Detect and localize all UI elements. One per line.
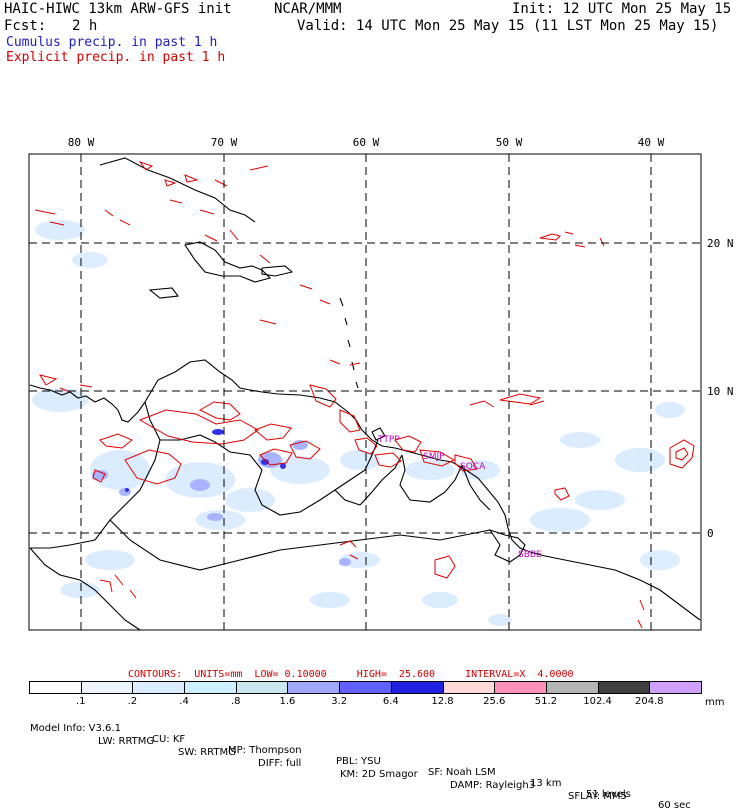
footer-item: DAMP: Rayleigh3 xyxy=(450,780,536,791)
lon-label: 70 W xyxy=(211,136,238,149)
colorbar-swatch xyxy=(649,681,702,694)
station-label: SMJP xyxy=(423,452,445,462)
footer-item: LW: RRTMG xyxy=(98,736,155,747)
lon-label: 50 W xyxy=(496,136,523,149)
colorbar-label: 51.2 xyxy=(534,696,558,707)
colorbar-label: 204.8 xyxy=(634,696,664,707)
precip-map: 80 W 70 W 60 W 50 W 40 W 20 N 10 N 0 TTP… xyxy=(28,136,734,631)
init-time: Init: 12 UTC Mon 25 May 15 xyxy=(512,1,732,17)
org-label: NCAR/MMM xyxy=(274,1,342,17)
lat-label: 10 N xyxy=(707,385,734,398)
colorbar-swatch xyxy=(235,681,289,694)
colorbar-unit: mm xyxy=(705,697,725,708)
colorbar-swatch xyxy=(442,681,496,694)
footer-line1: Model Info: V3.6.1 CU: KF MP: Thompson P… xyxy=(30,712,691,811)
colorbar-label: 25.6 xyxy=(483,696,506,707)
lat-label: 0 xyxy=(707,527,714,540)
colorbar-label: 1.6 xyxy=(279,696,296,707)
light-precip-shading xyxy=(32,220,685,626)
heavy-precip-shading xyxy=(125,429,286,492)
lat-label: 20 N xyxy=(707,237,734,250)
lon-label: 40 W xyxy=(638,136,665,149)
station-label: SBBE xyxy=(518,550,542,560)
legend-explicit: Explicit precip. in past 1 h xyxy=(6,50,226,65)
footer-item: SW: RRTMG xyxy=(178,747,236,758)
footer-item: 60 sec xyxy=(658,800,691,811)
colorbar-swatch xyxy=(184,681,237,694)
footer-item: DIFF: full xyxy=(258,758,302,769)
footer-item: PBL: YSU xyxy=(336,756,381,767)
footer-item: SF: Noah LSM xyxy=(428,767,496,778)
colorbar-label: 12.8 xyxy=(431,696,454,707)
colorbar-label: .1 xyxy=(75,696,86,707)
station-label: SOCA xyxy=(460,462,486,472)
fcst-label: Fcst: xyxy=(4,18,47,34)
colorbar-label: 6.4 xyxy=(382,696,399,707)
colorbar-swatch xyxy=(132,681,186,694)
coastlines xyxy=(29,157,701,631)
map-frame xyxy=(28,153,702,631)
station-label: TTPP xyxy=(377,435,400,445)
colorbar-swatch xyxy=(29,681,82,694)
colorbar-swatch xyxy=(287,681,341,694)
footer-item: SFLAY: MM5 xyxy=(568,791,627,802)
model-title: HAIC-HIWC 13km ARW-GFS init xyxy=(4,1,232,17)
footer-line2: LW: RRTMG SW: RRTMG DIFF: full KM: 2D Sm… xyxy=(98,725,627,802)
footer-item: KM: 2D Smagor xyxy=(340,769,418,780)
footer-item: MP: Thompson xyxy=(228,745,302,756)
explicit-precip-contours xyxy=(34,161,695,629)
valid-time: Valid: 14 UTC Mon 25 May 15 (11 LST Mon … xyxy=(297,18,719,34)
lon-label: 60 W xyxy=(353,136,380,149)
legend-cumulus: Cumulus precip. in past 1 h xyxy=(6,35,218,50)
lat-lon-grid xyxy=(29,154,701,630)
colorbar-swatch xyxy=(339,681,392,694)
colorbar-label: .8 xyxy=(230,696,241,707)
colorbar-label: .4 xyxy=(179,696,189,707)
lon-label: 80 W xyxy=(68,136,95,149)
colorbar-label: .2 xyxy=(127,696,138,707)
colorbar-swatch xyxy=(80,681,134,694)
contours-info: CONTOURS: UNITS=mm LOW= 0.10000 HIGH= 25… xyxy=(128,669,574,680)
fcst-value: 2 h xyxy=(72,18,98,34)
colorbar-swatch xyxy=(545,681,599,694)
colorbar-swatch xyxy=(390,681,444,694)
footer-item: Model Info: V3.6.1 xyxy=(30,723,121,734)
colorbar-swatch xyxy=(597,681,651,694)
colorbar-swatch xyxy=(494,681,547,694)
colorbar-label: 102.4 xyxy=(583,696,612,707)
colorbar-label: 3.2 xyxy=(331,696,348,707)
